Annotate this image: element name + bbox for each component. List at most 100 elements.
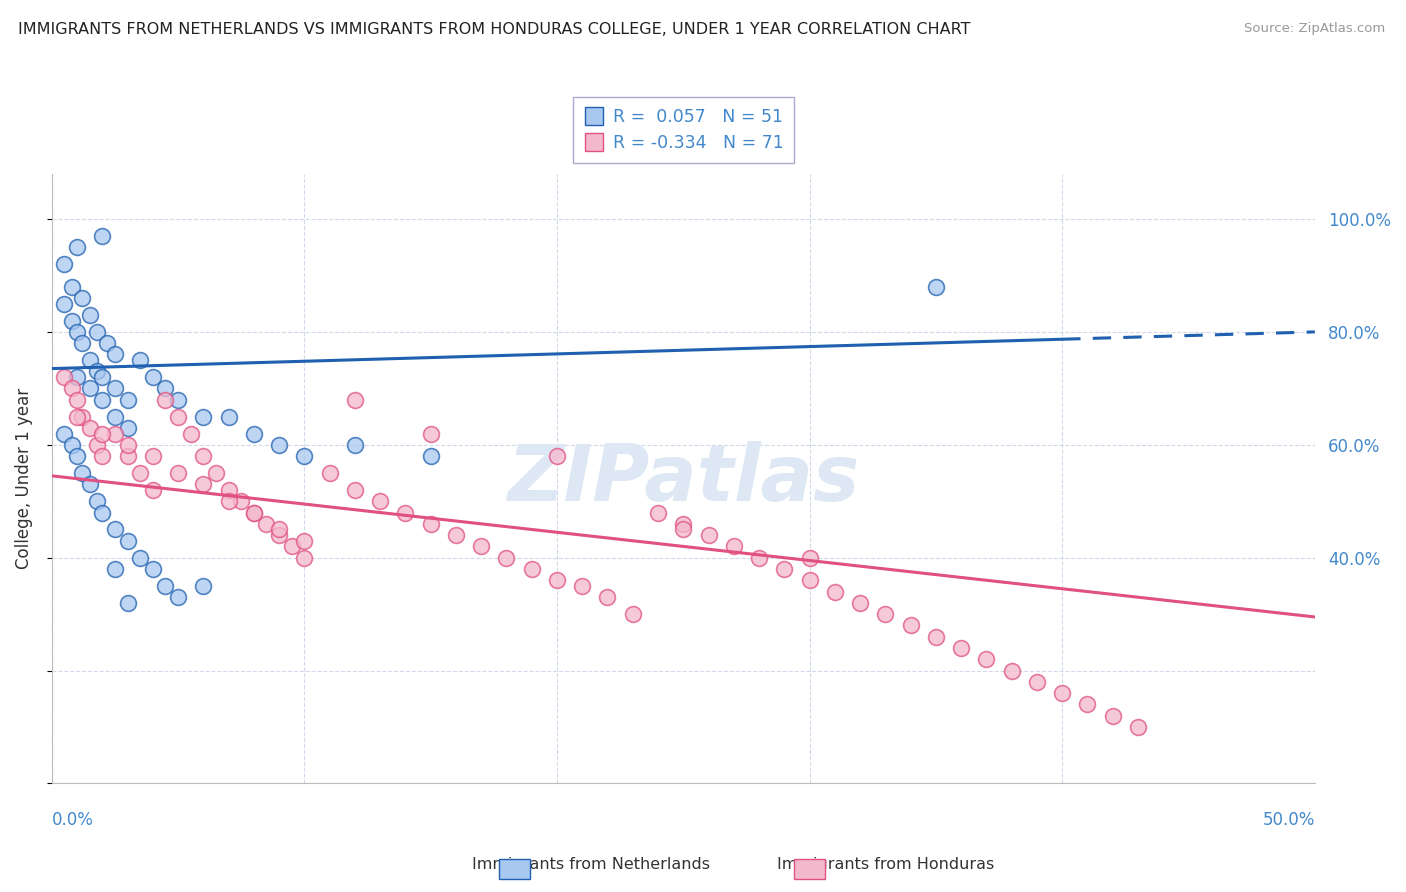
Point: [70, 466, 93, 480]
Point: [343, 483, 366, 497]
Point: [292, 550, 315, 565]
Point: [129, 353, 152, 368]
Point: [368, 494, 391, 508]
Text: 0.0%: 0.0%: [52, 811, 94, 829]
Y-axis label: College, Under 1 year: College, Under 1 year: [15, 388, 32, 569]
Point: [280, 540, 302, 554]
Point: [621, 607, 644, 622]
Point: [117, 449, 139, 463]
Point: [925, 279, 948, 293]
Point: [79, 381, 101, 395]
Point: [292, 533, 315, 548]
Point: [218, 483, 240, 497]
Point: [343, 438, 366, 452]
Point: [86, 364, 108, 378]
Point: [142, 370, 165, 384]
Point: [193, 409, 215, 424]
Point: [142, 483, 165, 497]
Point: [243, 506, 266, 520]
Point: [672, 523, 695, 537]
Point: [292, 449, 315, 463]
Point: [104, 426, 127, 441]
Point: [748, 550, 770, 565]
Point: [256, 516, 278, 531]
Point: [824, 584, 846, 599]
Point: [117, 596, 139, 610]
Text: Immigrants from Netherlands: Immigrants from Netherlands: [471, 857, 710, 872]
Point: [66, 409, 89, 424]
Point: [66, 392, 89, 407]
Point: [155, 392, 177, 407]
Point: [167, 392, 190, 407]
Point: [205, 466, 228, 480]
Point: [1001, 664, 1024, 678]
Point: [243, 426, 266, 441]
Point: [117, 392, 139, 407]
Point: [91, 392, 114, 407]
Point: [1050, 686, 1073, 700]
Point: [950, 640, 973, 655]
Point: [70, 291, 93, 305]
Point: [343, 392, 366, 407]
Text: Source: ZipAtlas.com: Source: ZipAtlas.com: [1244, 22, 1385, 36]
Point: [79, 477, 101, 491]
Text: 50.0%: 50.0%: [1263, 811, 1315, 829]
Point: [520, 562, 543, 576]
Point: [723, 540, 745, 554]
Point: [193, 449, 215, 463]
Point: [697, 528, 720, 542]
Point: [167, 466, 190, 480]
Point: [60, 279, 83, 293]
Point: [142, 449, 165, 463]
Point: [104, 562, 127, 576]
Text: IMMIGRANTS FROM NETHERLANDS VS IMMIGRANTS FROM HONDURAS COLLEGE, UNDER 1 YEAR CO: IMMIGRANTS FROM NETHERLANDS VS IMMIGRANT…: [18, 22, 970, 37]
Point: [419, 516, 441, 531]
Point: [269, 523, 291, 537]
Point: [129, 550, 152, 565]
Point: [66, 370, 89, 384]
Point: [193, 579, 215, 593]
Point: [773, 562, 796, 576]
Point: [444, 528, 467, 542]
Point: [419, 426, 441, 441]
Point: [193, 477, 215, 491]
Point: [117, 533, 139, 548]
Point: [70, 336, 93, 351]
Point: [96, 336, 118, 351]
Point: [546, 449, 568, 463]
Point: [1026, 674, 1049, 689]
Point: [799, 550, 821, 565]
Point: [86, 438, 108, 452]
Point: [875, 607, 897, 622]
Point: [66, 325, 89, 339]
Point: [91, 426, 114, 441]
Point: [1076, 698, 1098, 712]
Point: [546, 574, 568, 588]
Legend: R =  0.057   N = 51, R = -0.334   N = 71: R = 0.057 N = 51, R = -0.334 N = 71: [572, 97, 794, 162]
Point: [79, 308, 101, 322]
Point: [419, 449, 441, 463]
Point: [571, 579, 593, 593]
Point: [849, 596, 872, 610]
Point: [647, 506, 669, 520]
Point: [91, 228, 114, 243]
Point: [86, 325, 108, 339]
Point: [925, 630, 948, 644]
Point: [976, 652, 998, 666]
Point: [79, 421, 101, 435]
Point: [53, 296, 76, 310]
Point: [394, 506, 416, 520]
Point: [269, 438, 291, 452]
Point: [91, 449, 114, 463]
Point: [104, 409, 127, 424]
Text: Immigrants from Honduras: Immigrants from Honduras: [778, 857, 994, 872]
Point: [799, 574, 821, 588]
Point: [243, 506, 266, 520]
Point: [129, 466, 152, 480]
Point: [1101, 708, 1123, 723]
Point: [91, 506, 114, 520]
Point: [60, 438, 83, 452]
Point: [142, 562, 165, 576]
Point: [70, 409, 93, 424]
Point: [53, 426, 76, 441]
